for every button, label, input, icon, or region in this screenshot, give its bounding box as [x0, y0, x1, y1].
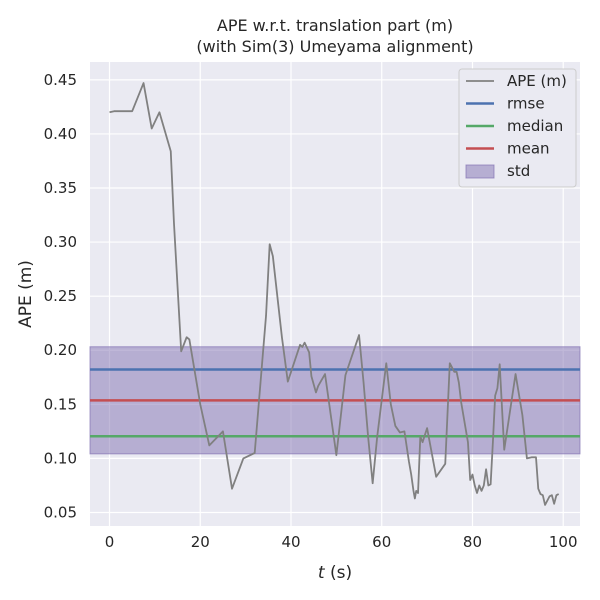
legend-label: std	[507, 162, 530, 180]
chart-subtitle: (with Sim(3) Umeyama alignment)	[196, 37, 473, 56]
x-tick-label: 80	[463, 533, 482, 551]
legend-label: APE (m)	[507, 72, 567, 90]
x-tick-label: 40	[281, 533, 300, 551]
y-tick-label: 0.45	[44, 71, 77, 89]
legend-label: median	[507, 117, 563, 135]
legend: APE (m) rmse median mean std	[458, 68, 577, 188]
legend-frame	[458, 68, 577, 188]
ape-series-layer	[109, 82, 560, 506]
y-tick-label: 0.35	[44, 179, 77, 197]
legend-label: rmse	[507, 95, 545, 113]
chart-title: APE w.r.t. translation part (m)	[217, 16, 453, 35]
y-tick-label: 0.15	[44, 395, 77, 413]
x-tick-label: 100	[549, 533, 578, 551]
y-tick-label: 0.20	[44, 341, 77, 359]
y-tick-label: 0.05	[44, 503, 77, 521]
legend-label: mean	[507, 140, 550, 158]
y-tick-label: 0.40	[44, 125, 77, 143]
x-axis-label: t (s)	[318, 563, 352, 583]
legend-items: APE (m) rmse median mean std	[465, 72, 567, 180]
x-tick-labels: 0 20 40 60 80 100	[105, 533, 578, 551]
y-tick-labels: 0.05 0.10 0.15 0.20 0.25 0.30 0.35 0.40 0.45	[44, 71, 77, 522]
x-tick-label: 20	[191, 533, 210, 551]
x-tick-label: 60	[372, 533, 391, 551]
y-axis-label: APE (m)	[16, 260, 36, 328]
y-tick-label: 0.25	[44, 287, 77, 305]
y-tick-label: 0.10	[44, 449, 77, 467]
x-axis-label-unit: (s)	[325, 563, 353, 583]
ape-line	[109, 82, 560, 506]
x-axis-label-variable: t	[318, 563, 326, 583]
y-tick-label: 0.30	[44, 233, 77, 251]
x-tick-label: 0	[105, 533, 115, 551]
legend-swatch-std	[465, 164, 495, 179]
